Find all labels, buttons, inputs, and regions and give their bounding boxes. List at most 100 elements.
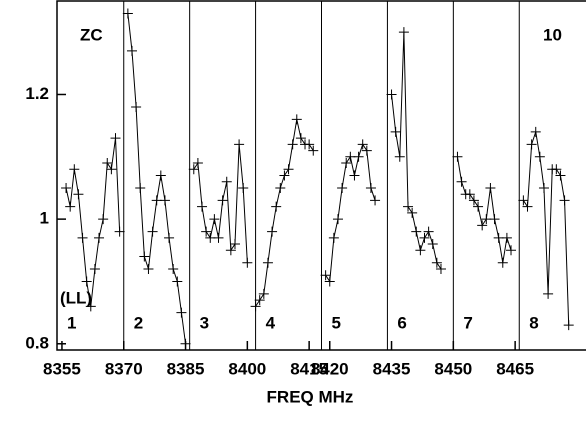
data-point xyxy=(431,257,442,268)
data-point xyxy=(159,195,170,206)
data-point xyxy=(267,226,278,237)
data-point xyxy=(102,158,113,169)
data-point xyxy=(543,288,554,299)
data-point xyxy=(197,201,208,212)
y-tick-label: 1 xyxy=(40,209,49,228)
data-point xyxy=(155,170,166,181)
annotation: 10 xyxy=(543,25,562,44)
data-point xyxy=(518,195,529,206)
data-point xyxy=(262,257,273,268)
data-point xyxy=(337,182,348,193)
data-point xyxy=(452,151,463,162)
data-point xyxy=(94,232,105,243)
data-point xyxy=(225,245,236,256)
data-point xyxy=(522,201,533,212)
data-point xyxy=(357,139,368,150)
data-point xyxy=(304,139,315,150)
series-line xyxy=(65,138,121,307)
data-point xyxy=(370,195,381,206)
data-point xyxy=(131,101,142,112)
x-tick-label: 8415 xyxy=(290,359,328,378)
plot-frame xyxy=(56,0,586,351)
data-point xyxy=(250,301,261,312)
data-point xyxy=(526,139,537,150)
plot-area xyxy=(61,1,574,350)
data-point xyxy=(275,182,286,193)
data-point xyxy=(176,307,187,318)
data-point xyxy=(147,226,158,237)
data-point xyxy=(295,133,306,144)
data-point xyxy=(122,8,133,19)
series-line xyxy=(325,143,376,283)
data-point xyxy=(464,189,475,200)
data-point xyxy=(308,145,319,156)
x-tick-label: 8370 xyxy=(105,359,143,378)
data-point xyxy=(361,145,372,156)
data-point xyxy=(258,288,269,299)
data-point xyxy=(209,214,220,225)
data-point xyxy=(423,226,434,237)
data-point xyxy=(468,195,479,206)
data-point xyxy=(435,263,446,274)
data-point xyxy=(497,257,508,268)
data-point xyxy=(85,301,96,312)
panel-label: 3 xyxy=(200,313,209,332)
data-point xyxy=(77,232,88,243)
data-point xyxy=(217,195,228,206)
data-point xyxy=(427,239,438,250)
data-point xyxy=(221,176,232,187)
data-point xyxy=(114,226,125,237)
data-point xyxy=(394,151,405,162)
annotation: (LL) xyxy=(60,288,92,307)
data-point xyxy=(563,320,574,331)
data-point xyxy=(213,232,224,243)
panel-label: 2 xyxy=(134,313,143,332)
panel-label: 4 xyxy=(266,313,276,332)
data-point xyxy=(415,245,426,256)
data-point xyxy=(283,164,294,175)
data-point xyxy=(403,201,414,212)
data-point xyxy=(506,245,517,256)
x-axis-label: FREQ MHz xyxy=(267,387,354,406)
data-point xyxy=(390,126,401,137)
data-point xyxy=(349,170,360,181)
data-point xyxy=(328,232,339,243)
data-point xyxy=(279,170,290,181)
data-point xyxy=(477,220,488,231)
data-point xyxy=(238,182,249,193)
data-point xyxy=(407,207,418,218)
x-tick-label: 8385 xyxy=(167,359,205,378)
data-point xyxy=(172,276,183,287)
data-point xyxy=(188,164,199,175)
data-point xyxy=(320,270,331,281)
x-tick-label: 8450 xyxy=(434,359,472,378)
x-tick-label: 8465 xyxy=(496,359,534,378)
data-point xyxy=(489,214,500,225)
data-point xyxy=(398,27,409,38)
data-point xyxy=(332,214,343,225)
data-point xyxy=(139,251,150,262)
data-point xyxy=(473,201,484,212)
data-point xyxy=(324,276,335,287)
data-point xyxy=(126,45,137,56)
data-point xyxy=(65,201,76,212)
data-point xyxy=(271,201,282,212)
y-tick-label: 0.8 xyxy=(25,333,49,352)
data-point xyxy=(353,151,364,162)
data-point xyxy=(135,182,146,193)
data-point xyxy=(69,164,80,175)
data-point xyxy=(287,139,298,150)
data-point xyxy=(291,114,302,125)
series-line xyxy=(456,156,512,263)
data-point xyxy=(456,176,467,187)
panel-label: 6 xyxy=(397,313,406,332)
data-point xyxy=(501,232,512,243)
data-point xyxy=(559,195,570,206)
panel-label: 7 xyxy=(463,313,472,332)
data-point xyxy=(201,226,212,237)
x-tick-label: 8435 xyxy=(373,359,411,378)
data-point xyxy=(341,158,352,169)
panel-label: 1 xyxy=(67,313,76,332)
data-point xyxy=(73,189,84,200)
